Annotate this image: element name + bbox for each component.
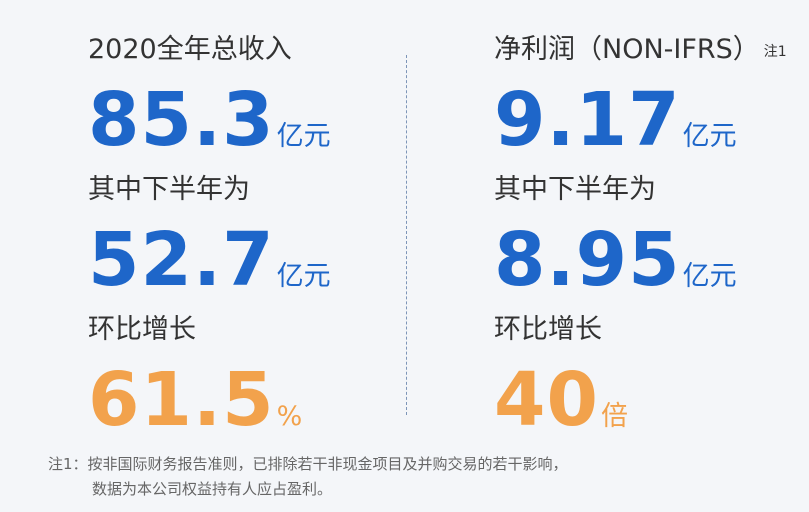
column-title-text: 净利润（NON-IFRS） (494, 34, 760, 65)
figure-value: 85.3 (88, 77, 275, 163)
profit-column: 净利润（NON-IFRS） 注1 9.17 亿元 其中下半年为 8.95 亿元 环比增… (494, 30, 809, 450)
figure-value: 9.17 (494, 77, 681, 163)
figure-value: 40 (494, 357, 599, 443)
figure-value: 61.5 (88, 357, 275, 443)
figure-unit: % (276, 401, 303, 432)
figure: 52.7 亿元 (88, 210, 408, 310)
column-title: 净利润（NON-IFRS） 注1 (494, 30, 809, 70)
figure: 85.3 亿元 (88, 70, 408, 170)
footnote-line: 数据为本公司权益持有人应占盈利。 (92, 480, 333, 498)
figure-unit: 亿元 (682, 261, 737, 292)
figure: 8.95 亿元 (494, 210, 809, 310)
figure-label: 其中下半年为 (88, 174, 250, 205)
figure-label: 环比增长 (494, 314, 602, 345)
figure: 40 倍 (494, 350, 809, 450)
figure-value: 8.95 (494, 217, 681, 303)
figure-label: 环比增长 (88, 314, 196, 345)
figure-unit: 亿元 (682, 121, 737, 152)
footnote: 注1：按非国际财务报告准则，已排除若干非现金项目及并购交易的若干影响， 数据为本… (48, 452, 568, 502)
footnote-line: 注1：按非国际财务报告准则，已排除若干非现金项目及并购交易的若干影响， (48, 452, 568, 477)
figure: 61.5% (88, 350, 408, 450)
figure-unit: 亿元 (276, 261, 331, 292)
figure: 9.17 亿元 (494, 70, 809, 170)
column-title: 2020全年总收入 (88, 34, 292, 65)
footnote-mark: 注1： (48, 455, 88, 473)
footnote-text: 按非国际财务报告准则，已排除若干非现金项目及并购交易的若干影响， (87, 455, 568, 473)
revenue-column: 2020全年总收入 85.3 亿元 其中下半年为 52.7 亿元 环比增长 61.5… (88, 30, 408, 450)
figure-unit: 亿元 (276, 121, 331, 152)
figure-label: 其中下半年为 (494, 174, 656, 205)
note-mark: 注1 (763, 44, 787, 60)
figure-value: 52.7 (88, 217, 275, 303)
divider (406, 55, 407, 415)
figure-unit: 倍 (600, 401, 628, 432)
